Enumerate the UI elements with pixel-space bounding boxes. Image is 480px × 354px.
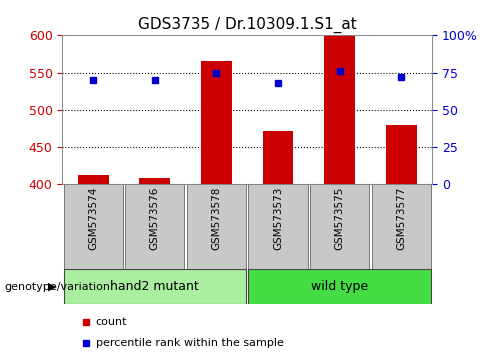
Bar [64, 269, 246, 304]
Text: GSM573574: GSM573574 [88, 187, 98, 250]
Bar [64, 184, 123, 269]
Bar [139, 178, 170, 184]
Text: genotype/variation: genotype/variation [5, 282, 111, 292]
Title: GDS3735 / Dr.10309.1.S1_at: GDS3735 / Dr.10309.1.S1_at [138, 16, 357, 33]
Text: count: count [96, 317, 127, 327]
Bar [324, 35, 355, 184]
Text: hand2 mutant: hand2 mutant [110, 280, 199, 293]
Bar [249, 184, 308, 269]
Bar [386, 125, 417, 184]
Text: GSM573575: GSM573575 [335, 187, 345, 250]
Text: percentile rank within the sample: percentile rank within the sample [96, 338, 284, 348]
Text: GSM573577: GSM573577 [396, 187, 406, 250]
Bar [125, 184, 184, 269]
Text: wild type: wild type [311, 280, 368, 293]
Text: GSM573578: GSM573578 [211, 187, 221, 250]
Bar [372, 184, 431, 269]
Text: GSM573576: GSM573576 [150, 187, 160, 250]
Bar [187, 184, 246, 269]
Bar [310, 184, 369, 269]
Bar [249, 269, 431, 304]
Bar [78, 175, 108, 184]
Text: ▶: ▶ [48, 282, 56, 292]
Bar [201, 62, 232, 184]
Text: GSM573573: GSM573573 [273, 187, 283, 250]
Bar [263, 131, 293, 184]
